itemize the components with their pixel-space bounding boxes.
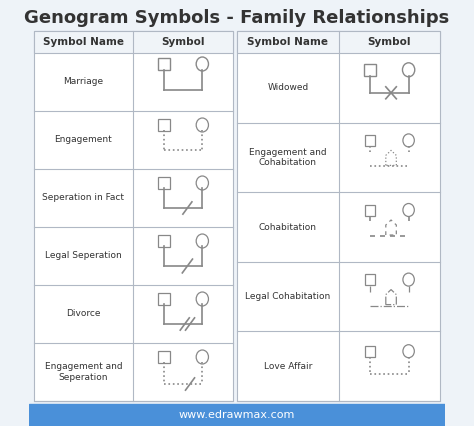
Circle shape <box>402 63 415 77</box>
FancyBboxPatch shape <box>157 177 170 189</box>
FancyBboxPatch shape <box>157 351 170 363</box>
Text: Engagement and
Seperation: Engagement and Seperation <box>45 362 122 382</box>
Text: Symbol Name: Symbol Name <box>247 37 328 47</box>
Text: Widowed: Widowed <box>267 83 309 92</box>
Text: Seperation in Fact: Seperation in Fact <box>42 193 124 202</box>
Text: Symbol: Symbol <box>367 37 411 47</box>
FancyBboxPatch shape <box>157 119 170 131</box>
Text: Genogram Symbols - Family Relationships: Genogram Symbols - Family Relationships <box>24 9 450 27</box>
FancyBboxPatch shape <box>365 346 375 357</box>
Circle shape <box>403 345 414 358</box>
Bar <box>34 31 234 53</box>
Circle shape <box>196 292 209 306</box>
Text: Symbol: Symbol <box>161 37 205 47</box>
Circle shape <box>196 118 209 132</box>
FancyBboxPatch shape <box>157 235 170 247</box>
Circle shape <box>196 176 209 190</box>
Circle shape <box>403 273 414 286</box>
Text: Engagement: Engagement <box>55 135 112 144</box>
FancyBboxPatch shape <box>365 204 375 216</box>
Text: www.edrawmax.com: www.edrawmax.com <box>179 410 295 420</box>
Text: Love Affair: Love Affair <box>264 362 312 371</box>
Circle shape <box>196 234 209 248</box>
Text: Engagement and
Cohabitation: Engagement and Cohabitation <box>249 148 327 167</box>
Text: Marriage: Marriage <box>64 78 103 86</box>
FancyBboxPatch shape <box>365 274 375 285</box>
Text: Symbol Name: Symbol Name <box>43 37 124 47</box>
Text: Cohabitation: Cohabitation <box>259 222 317 231</box>
Bar <box>237 31 440 53</box>
FancyBboxPatch shape <box>157 293 170 305</box>
Bar <box>237 31 440 401</box>
Circle shape <box>196 350 209 364</box>
Circle shape <box>403 134 414 147</box>
Text: Legal Cohabitation: Legal Cohabitation <box>245 292 330 301</box>
Circle shape <box>403 204 414 216</box>
FancyBboxPatch shape <box>364 64 376 76</box>
Bar <box>29 404 445 426</box>
Text: Legal Seperation: Legal Seperation <box>45 251 122 261</box>
Bar <box>34 31 234 401</box>
Circle shape <box>196 57 209 71</box>
Text: Divorce: Divorce <box>66 310 100 319</box>
FancyBboxPatch shape <box>365 135 375 146</box>
FancyBboxPatch shape <box>157 58 170 70</box>
